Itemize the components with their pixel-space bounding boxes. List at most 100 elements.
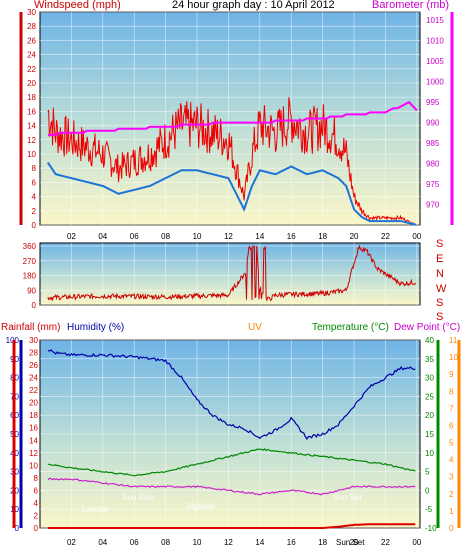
windspeed-average-series	[47, 161, 417, 226]
uv-tick-label: 1	[449, 507, 454, 516]
x-tick-label: 08	[161, 232, 170, 241]
rainfall-tick-label: 10	[29, 461, 38, 470]
uv-tick-label: 10	[449, 353, 458, 362]
x-tick-label: 04	[98, 538, 107, 547]
windspeed-tick-label: 20	[27, 79, 36, 88]
windspeed-tick-label: 10	[27, 150, 36, 159]
climate-panel-x-ticks: 02 04 06 08 10 12 14 16 18 20 22 00	[67, 538, 422, 547]
uv-tick-label: 6	[449, 421, 454, 430]
x-tick-label: 10	[193, 538, 202, 547]
x-tick-label: 06	[130, 232, 139, 241]
rainfall-tick-label: 2	[34, 511, 39, 520]
humidity-label: Humidity (%)	[67, 322, 124, 333]
compass-label: S	[436, 297, 443, 309]
x-tick-label: 00	[412, 232, 421, 241]
windspeed-tick-label: 6	[32, 178, 37, 187]
wind-direction-series	[47, 244, 417, 302]
direction-panel-series	[47, 244, 417, 302]
temperature-tick-label: 10	[425, 449, 434, 458]
rainfall-tick-label: 26	[29, 361, 38, 370]
uv-tick-label: 11	[449, 336, 458, 345]
windspeed-tick-label: 12	[27, 136, 36, 145]
rainfall-tick-label: 6	[34, 486, 39, 495]
temperature-label: Temperature (°C)	[312, 322, 389, 333]
rainfall-tick-label: 12	[29, 449, 38, 458]
barometer-tick-label: 1015	[426, 16, 444, 25]
compass-label: W	[436, 283, 447, 295]
temperature-axis-ticks: -10 -5 0 5 10 15 20 25 30 35 40	[425, 336, 437, 533]
wind-panel-series	[47, 97, 418, 226]
sunset-annotation: Sun Set	[333, 493, 362, 502]
rainfall-label: Rainfall (mm)	[1, 322, 60, 333]
windspeed-gust-series	[47, 97, 417, 226]
temperature-tick-label: -10	[425, 524, 437, 533]
barometer-axis-ticks: 970 975 980 985 990 995 1000 1005 1010 1015	[426, 16, 444, 209]
uv-tick-label: 2	[449, 490, 454, 499]
uv-tick-label: 4	[449, 456, 454, 465]
rainfall-tick-label: 8	[34, 474, 39, 483]
direction-tick-label: 360	[23, 242, 37, 251]
x-tick-label: 14	[255, 232, 264, 241]
windspeed-tick-label: 28	[27, 22, 36, 31]
x-tick-label: 14	[255, 538, 264, 547]
temperature-tick-label: 40	[425, 336, 434, 345]
rainfall-tick-label: 30	[29, 336, 38, 345]
temperature-tick-label: 5	[425, 468, 430, 477]
barometer-tick-label: 980	[426, 160, 440, 169]
windspeed-tick-label: 16	[27, 107, 36, 116]
x-tick-label: 16	[287, 232, 296, 241]
rainfall-tick-label: 24	[29, 374, 38, 383]
uv-tick-label: 3	[449, 473, 454, 482]
lowtide-annotation: Lowtide	[82, 505, 110, 514]
climate-panel-series	[47, 349, 416, 529]
rainfall-tick-label: 22	[29, 386, 38, 395]
x-tick-label: 02	[67, 538, 76, 547]
x-tick-label: 12	[224, 232, 233, 241]
rainfall-tick-label: 18	[29, 411, 38, 420]
hightide-annotation: Hightide	[186, 502, 216, 511]
dewpoint-series	[47, 477, 416, 496]
x-tick-label: 18	[318, 538, 327, 547]
wind-panel-x-ticks: 02 04 06 08 10 12 14 16 18 20 22 00	[67, 232, 422, 241]
windspeed-tick-label: 2	[32, 207, 37, 216]
x-tick-label: 18	[318, 232, 327, 241]
barometer-tick-label: 1010	[426, 37, 444, 46]
rainfall-tick-label: 0	[34, 524, 39, 533]
temperature-tick-label: 0	[425, 486, 430, 495]
windspeed-tick-label: 24	[27, 51, 36, 60]
uv-tick-label: 0	[449, 524, 454, 533]
barometer-tick-label: 1005	[426, 57, 444, 66]
windspeed-tick-label: 26	[27, 36, 36, 45]
direction-panel	[39, 242, 421, 306]
humidity-series	[47, 349, 416, 441]
temperature-tick-label: 30	[425, 374, 434, 383]
barometer-series	[47, 100, 418, 136]
barometer-label: Barometer (mb)	[372, 0, 449, 11]
barometer-tick-label: 985	[426, 139, 440, 148]
rainfall-tick-label: 20	[29, 399, 38, 408]
barometer-tick-label: 995	[426, 98, 440, 107]
uv-tick-label: 5	[449, 439, 454, 448]
rainfall-tick-label: 4	[34, 499, 39, 508]
x-tick-label: 20	[350, 538, 359, 547]
rainfall-series	[47, 523, 416, 529]
windspeed-tick-label: 0	[32, 221, 37, 230]
windspeed-tick-label: 4	[32, 193, 37, 202]
temperature-tick-label: 35	[425, 355, 434, 364]
x-tick-label: 22	[381, 538, 390, 547]
rainfall-tick-label: 14	[29, 436, 38, 445]
x-tick-label: 20	[350, 232, 359, 241]
windspeed-label: Windspeed (mph)	[34, 0, 121, 11]
rainfall-tick-label: 16	[29, 424, 38, 433]
chart-title: 24 hour graph day : 10 April 2012	[172, 0, 335, 11]
direction-tick-label: 180	[23, 272, 37, 281]
windspeed-tick-label: 22	[27, 65, 36, 74]
x-tick-label: 10	[193, 232, 202, 241]
direction-tick-label: 90	[27, 286, 36, 295]
x-tick-label: 08	[161, 538, 170, 547]
compass-labels: S E N W S S	[436, 238, 447, 323]
